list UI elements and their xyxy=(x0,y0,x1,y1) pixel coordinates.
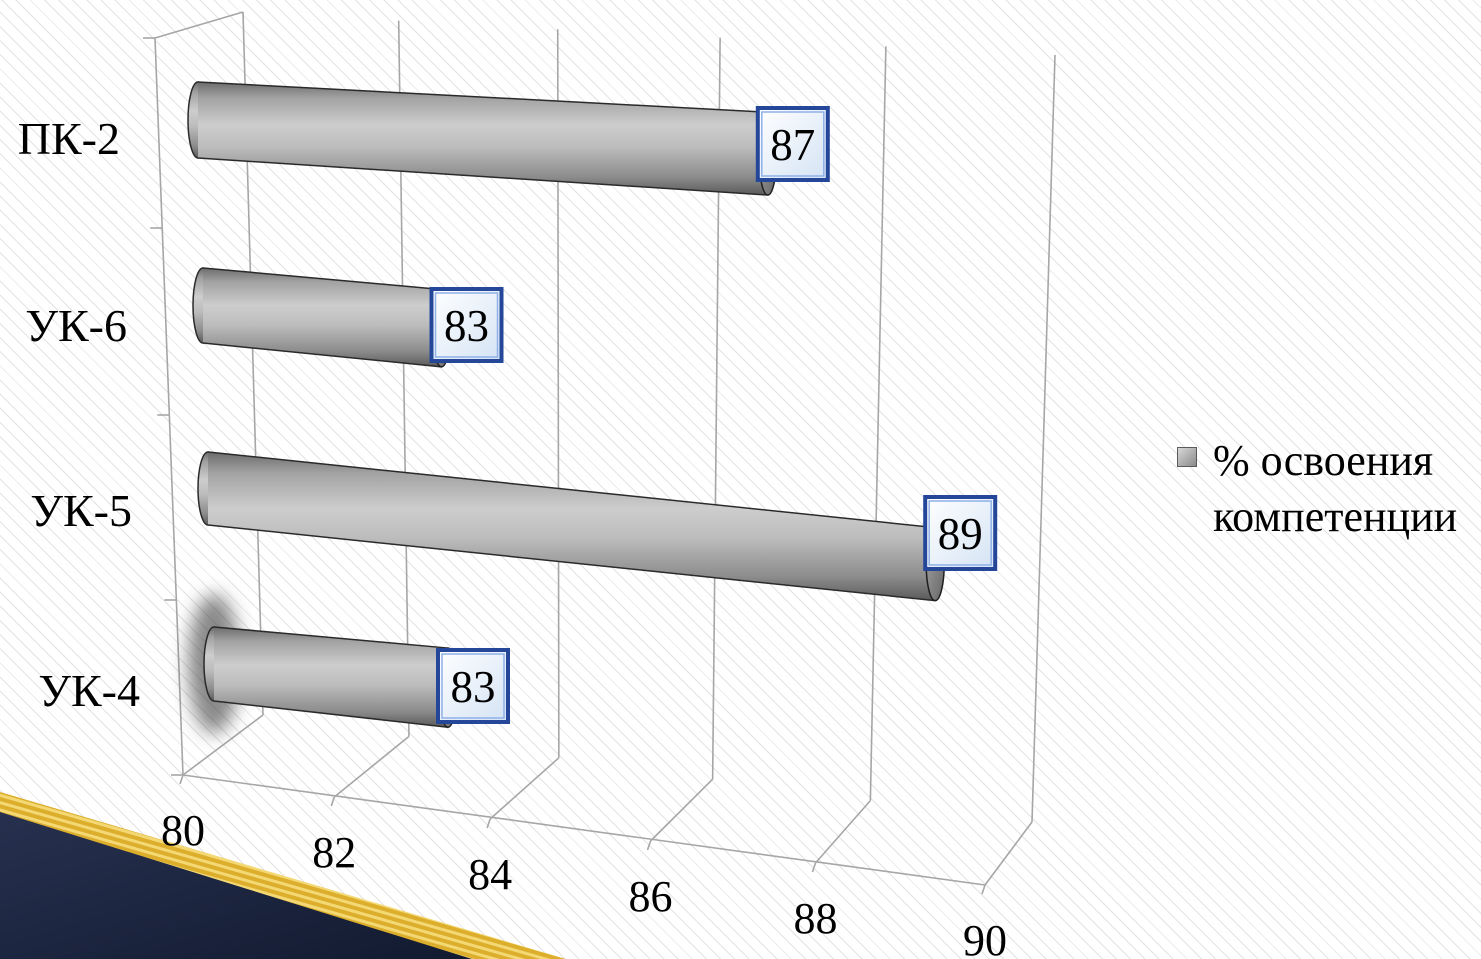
data-label-3: 83 xyxy=(436,648,510,724)
bar-0 xyxy=(187,81,778,196)
navy-corner-triangle xyxy=(0,812,472,959)
bar-outline-1 xyxy=(202,267,442,368)
left-wall-top-edge xyxy=(154,11,244,39)
data-label-2: 89 xyxy=(923,495,998,571)
floor-gridline-0 xyxy=(182,714,264,776)
bar-outline-3 xyxy=(213,626,449,728)
data-label-inner-border-3 xyxy=(441,653,505,719)
data-label-0: 87 xyxy=(755,106,830,182)
x-tick-label-1: 82 xyxy=(312,828,356,877)
value-tick-3 xyxy=(646,840,652,851)
value-tick-1 xyxy=(330,796,336,807)
vertical-gridline-4 xyxy=(869,46,887,801)
value-axis-line xyxy=(182,774,986,886)
chart-labels: 80 82 84 86 88 90 87 ПК-2 83 УК-6 89 УК-5 83 УК-4 xyxy=(18,106,1007,959)
category-axis-line xyxy=(154,37,184,776)
bars xyxy=(187,81,945,734)
data-label-box-0 xyxy=(755,106,830,182)
data-label-box-2 xyxy=(923,495,998,571)
vertical-gridline-5 xyxy=(1031,54,1056,823)
x-tick-label-4: 88 xyxy=(793,894,837,943)
floor-gridline-5 xyxy=(984,821,1033,886)
x-tick-label-0: 80 xyxy=(161,806,205,855)
bar-outline-0 xyxy=(197,81,768,196)
bar-body-1 xyxy=(203,268,442,367)
data-label-value-2: 89 xyxy=(938,509,983,559)
data-label-box-1 xyxy=(429,287,504,363)
bar-body-2 xyxy=(208,452,936,601)
legend: % освоения компетенции xyxy=(1177,433,1477,553)
value-tick-4 xyxy=(811,862,817,873)
bar-outline-2 xyxy=(207,451,936,602)
bar-body-0 xyxy=(198,82,768,196)
category-label-3: УК-4 xyxy=(38,665,140,716)
data-label-inner-border-2 xyxy=(928,500,992,566)
category-label-1: УК-6 xyxy=(25,300,127,351)
bar-body-3 xyxy=(214,627,448,728)
floor-gridline-3 xyxy=(649,778,714,842)
value-tick-5 xyxy=(981,884,986,895)
data-label-inner-border-0 xyxy=(761,111,825,177)
bar-3 xyxy=(188,594,458,734)
x-tick-label-5: 90 xyxy=(963,916,1007,959)
floor-gridline-2 xyxy=(489,757,560,820)
data-label-value-3: 83 xyxy=(451,662,496,712)
legend-label: % освоения компетенции xyxy=(1213,436,1458,541)
bar-1 xyxy=(192,267,452,368)
x-tick-label-3: 86 xyxy=(629,872,673,921)
floor-gridline-4 xyxy=(814,800,871,864)
data-label-inner-border-1 xyxy=(434,292,499,358)
legend-swatch xyxy=(1177,447,1197,467)
x-tick-label-2: 84 xyxy=(468,850,512,899)
data-label-1: 83 xyxy=(429,287,504,363)
data-label-box-3 xyxy=(436,648,510,724)
value-tick-2 xyxy=(486,818,491,829)
floor-gridline-1 xyxy=(333,735,410,798)
data-label-value-0: 87 xyxy=(770,120,815,170)
bar-2 xyxy=(197,451,945,602)
data-label-value-1: 83 xyxy=(444,301,489,351)
category-label-2: УК-5 xyxy=(30,485,132,536)
value-tick-0 xyxy=(179,774,184,785)
corner-decoration xyxy=(0,792,566,959)
category-label-0: ПК-2 xyxy=(18,113,120,164)
